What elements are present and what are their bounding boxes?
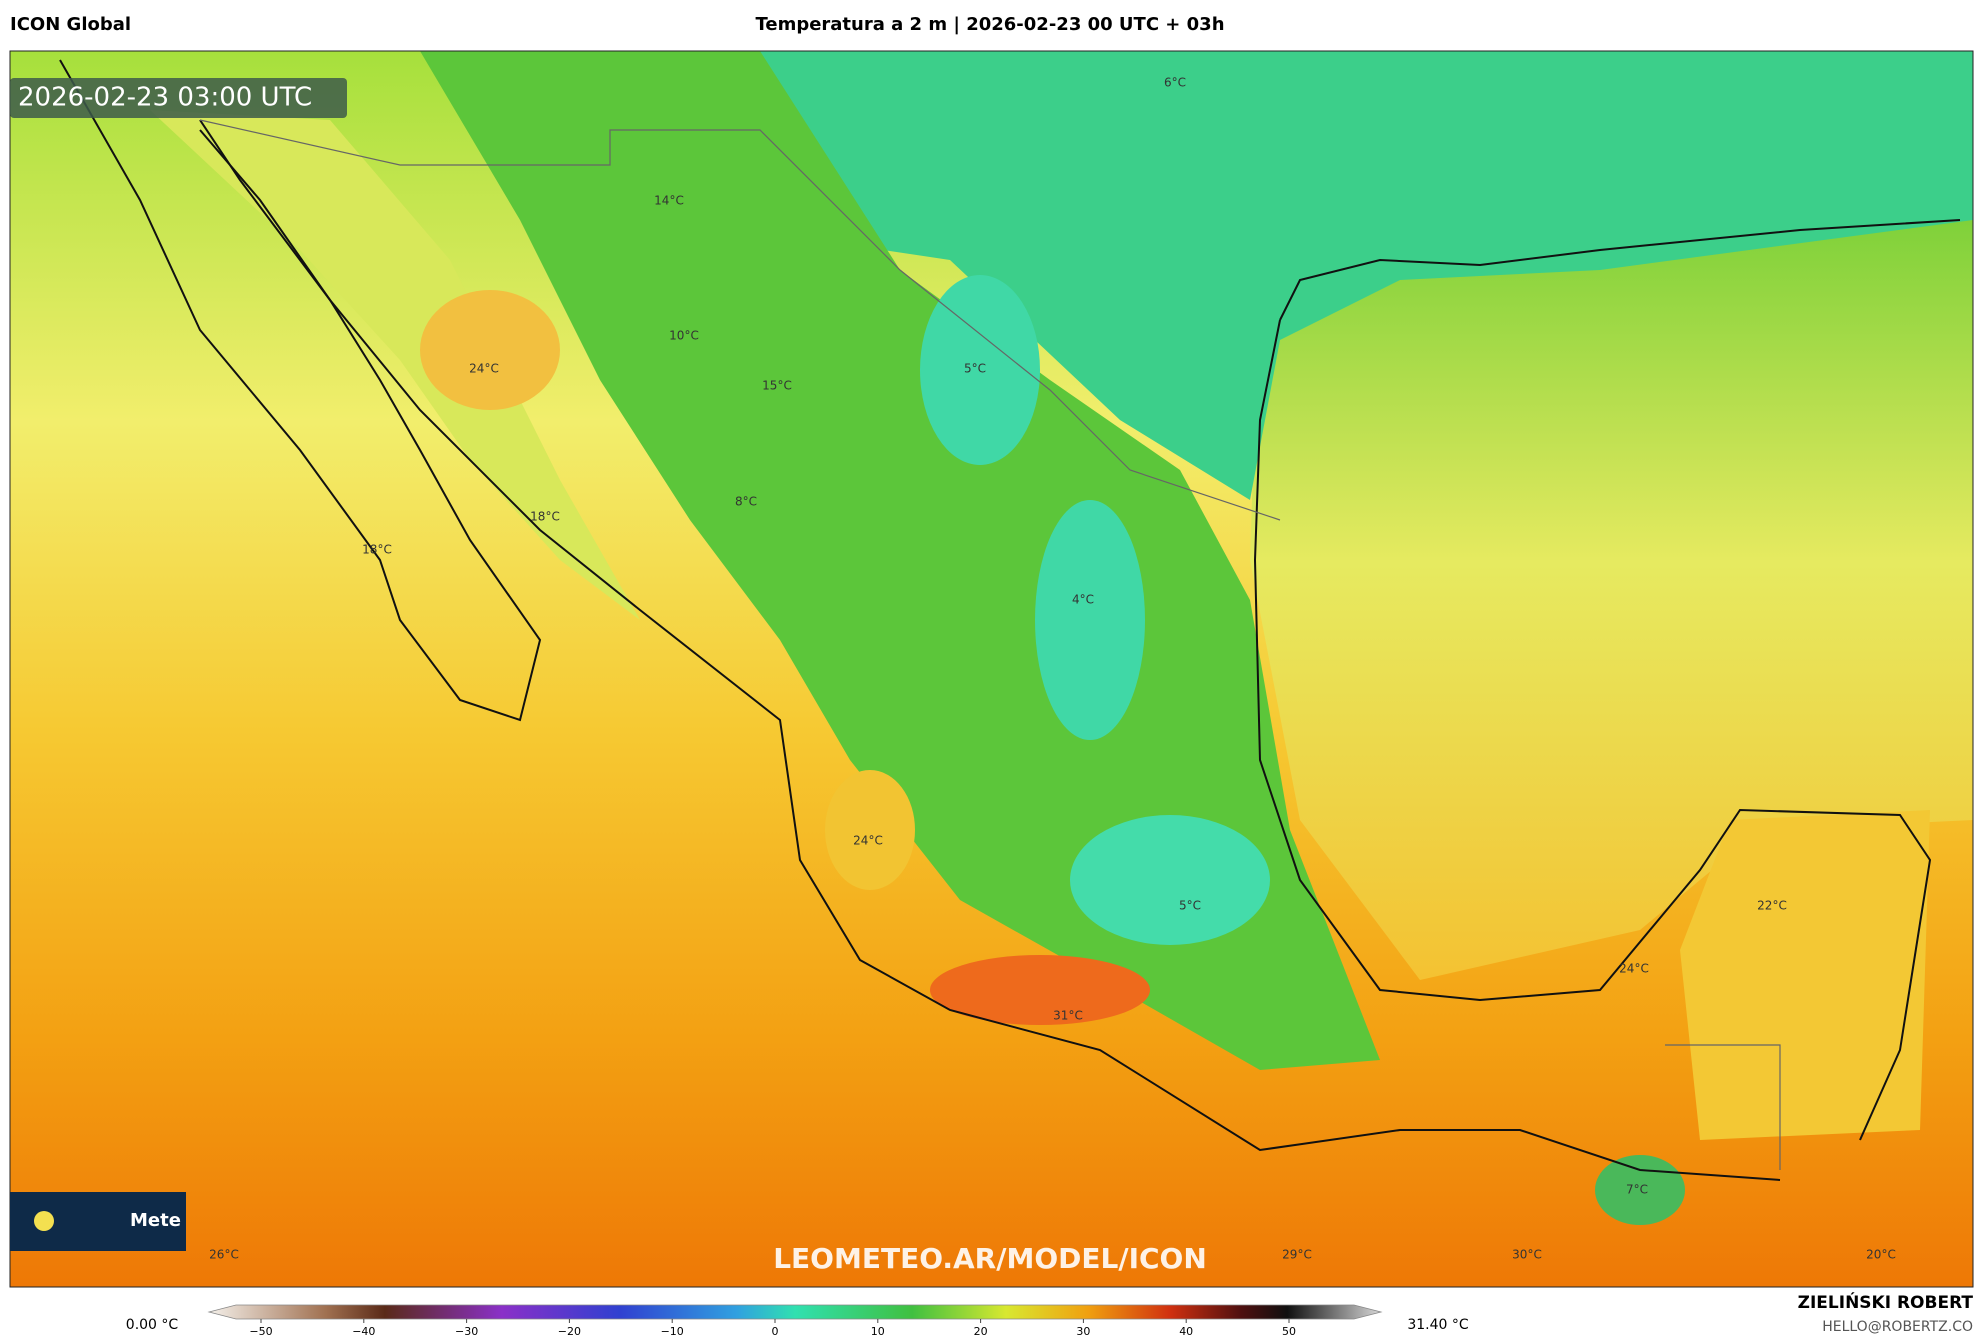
temp-label: 26°C bbox=[209, 1248, 239, 1262]
timestamp: 2026-02-23 03:00 UTC bbox=[18, 83, 312, 113]
map-title: Temperatura a 2 m | 2026-02-23 00 UTC + … bbox=[755, 14, 1224, 35]
mexico-land bbox=[420, 51, 1380, 1070]
borders bbox=[199, 119, 1781, 1170]
temp-label: 6°C bbox=[1164, 76, 1186, 90]
colorbar-tick-label: −50 bbox=[249, 1325, 272, 1338]
logo-text: Mete bbox=[130, 1210, 181, 1231]
baja-land bbox=[150, 110, 640, 620]
hot-spot bbox=[930, 955, 1150, 1025]
coastline bbox=[59, 59, 1961, 1181]
colorbar-tick-label: −40 bbox=[352, 1325, 375, 1338]
temp-label: 31°C bbox=[1053, 1009, 1083, 1023]
temp-label: 24°C bbox=[1619, 962, 1649, 976]
watermark: LEOMETEO.AR/MODEL/ICON bbox=[773, 1242, 1207, 1275]
temp-label: 7°C bbox=[1626, 1183, 1648, 1197]
temp-label: 24°C bbox=[469, 362, 499, 376]
temp-label: 20°C bbox=[1866, 1248, 1896, 1262]
yucatan bbox=[1680, 810, 1930, 1140]
temp-label: 5°C bbox=[964, 362, 986, 376]
map bbox=[10, 51, 1973, 1287]
colorbar-max: 31.40 °C bbox=[1407, 1317, 1469, 1333]
temp-label: 24°C bbox=[853, 834, 883, 848]
email: HELLO@ROBERTZ.CO bbox=[1822, 1319, 1973, 1335]
colorbar-tick-label: 30 bbox=[1076, 1325, 1090, 1338]
model-name: ICON Global bbox=[10, 14, 131, 35]
cold-core bbox=[1035, 500, 1145, 740]
colorbar-tick-label: −30 bbox=[455, 1325, 478, 1338]
gulf bbox=[1250, 220, 1973, 980]
author: ZIELIŃSKI ROBERT bbox=[1798, 1291, 1974, 1313]
temp-label: 30°C bbox=[1512, 1248, 1542, 1262]
temp-label: 18°C bbox=[362, 543, 392, 557]
us-land bbox=[560, 51, 1973, 500]
warm-spot bbox=[420, 290, 560, 410]
temp-label: 22°C bbox=[1757, 899, 1787, 913]
colorbar bbox=[207, 1304, 1383, 1320]
temp-label: 29°C bbox=[1282, 1248, 1312, 1262]
warm-spot bbox=[825, 770, 915, 890]
logo-sun bbox=[34, 1211, 54, 1231]
colorbar-ticks: −50 −40 −30 −20 −10 0 10 20 30 40 50 bbox=[249, 1319, 1296, 1338]
temp-label: 8°C bbox=[735, 495, 757, 509]
colorbar-tick-label: 50 bbox=[1282, 1325, 1296, 1338]
colorbar-tick-label: 20 bbox=[974, 1325, 988, 1338]
temp-label: 18°C bbox=[530, 510, 560, 524]
colorbar-tick-label: −10 bbox=[661, 1325, 684, 1338]
colorbar-tick-label: 0 bbox=[772, 1325, 779, 1338]
temp-label: 14°C bbox=[654, 194, 684, 208]
colorbar-min: 0.00 °C bbox=[126, 1317, 179, 1333]
map-labels: 6°C 14°C 10°C 24°C 15°C 5°C 8°C 18°C 18°C 4°C 24°C… bbox=[209, 76, 1896, 1262]
colorbar-tick-label: 40 bbox=[1179, 1325, 1193, 1338]
temp-label: 5°C bbox=[1179, 899, 1201, 913]
temp-label: 10°C bbox=[669, 329, 699, 343]
timestamp-box bbox=[10, 78, 347, 118]
map-frame bbox=[9, 50, 1974, 1288]
colorbar-tick-label: −20 bbox=[558, 1325, 581, 1338]
colorbar-tick-label: 10 bbox=[871, 1325, 885, 1338]
temp-label: 4°C bbox=[1072, 593, 1094, 607]
cold-core bbox=[1070, 815, 1270, 945]
cold-core bbox=[920, 275, 1040, 465]
temp-label: 15°C bbox=[762, 379, 792, 393]
